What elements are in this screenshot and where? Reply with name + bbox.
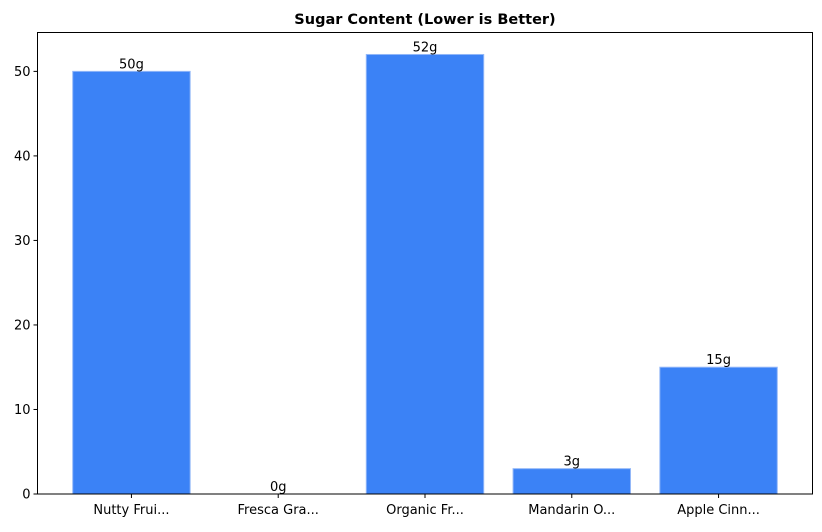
y-tick-label: 0 bbox=[22, 488, 30, 503]
x-tick-label: Apple Cinn... bbox=[677, 503, 760, 518]
x-tick-label: Nutty Frui... bbox=[93, 503, 169, 518]
data-label: 15g bbox=[706, 353, 731, 368]
bar bbox=[72, 70, 191, 495]
x-tick-label: Organic Fr... bbox=[386, 503, 464, 518]
y-tick-label: 40 bbox=[14, 149, 31, 164]
y-tick-label: 20 bbox=[14, 318, 31, 333]
data-label: 50g bbox=[119, 57, 144, 72]
plot-frame bbox=[37, 32, 813, 495]
data-label: 0g bbox=[270, 480, 287, 495]
y-tick-label: 50 bbox=[14, 65, 31, 80]
x-tick-label: Fresca Gra... bbox=[238, 503, 319, 518]
data-label: 52g bbox=[413, 40, 438, 55]
bar bbox=[512, 468, 631, 495]
y-tick-label: 30 bbox=[14, 234, 31, 249]
y-tick-label: 10 bbox=[14, 403, 31, 418]
bar bbox=[365, 53, 485, 495]
chart-title: Sugar Content (Lower is Better) bbox=[294, 12, 555, 28]
x-tick-label: Mandarin O... bbox=[528, 503, 615, 518]
bar bbox=[659, 366, 778, 495]
data-label: 3g bbox=[564, 455, 581, 470]
